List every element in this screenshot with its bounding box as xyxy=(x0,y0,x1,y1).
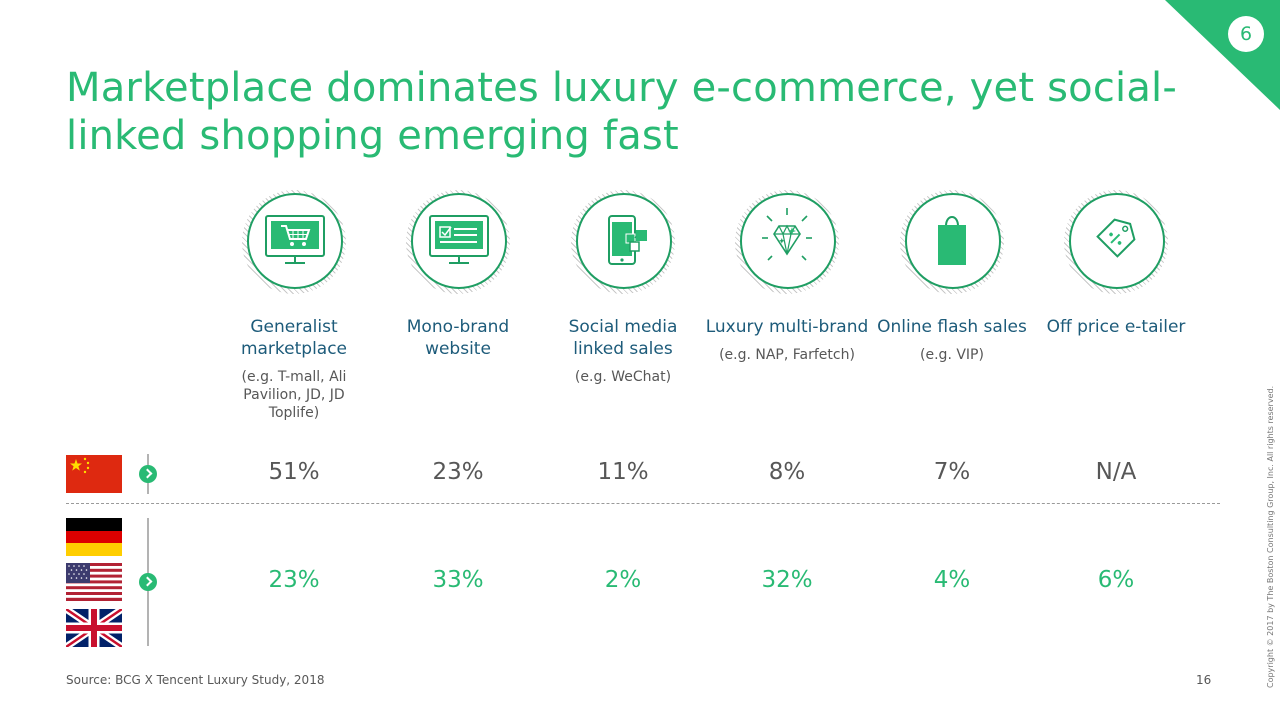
china-share-online-flash-sales: 7% xyxy=(933,459,971,485)
china-share-generalist-marketplace: 51% xyxy=(268,459,320,485)
uk-flag-icon xyxy=(66,609,122,647)
china-share-social-media-linked-sales: 11% xyxy=(597,459,649,485)
section-number-badge: 6 xyxy=(1228,16,1264,52)
channel-example: (e.g. NAP, Farfetch) xyxy=(719,347,855,363)
channel-example: (e.g. T-mall, Ali Pavilion, JD, JD Topli… xyxy=(241,369,347,421)
channel-column-generalist-marketplace: Generalist marketplace (e.g. T-mall, Ali… xyxy=(212,190,376,422)
phone-social-icon xyxy=(564,190,682,294)
western-share-luxury-multi-brand: 32% xyxy=(761,567,813,593)
monitor-checklist-icon xyxy=(399,190,517,294)
channel-example: (e.g. VIP) xyxy=(920,347,984,363)
channel-column-off-price-e-tailer: Off price e-tailer xyxy=(1034,190,1198,346)
channel-name: Generalist marketplace xyxy=(240,317,348,359)
shopping-bag-icon xyxy=(893,190,1011,294)
western-share-social-media-linked-sales: 2% xyxy=(604,567,642,593)
monitor-cart-icon xyxy=(235,190,353,294)
channel-column-online-flash-sales: Online flash sales (e.g. VIP) xyxy=(870,190,1034,364)
chevron-right-icon xyxy=(139,573,157,591)
diamond-icon xyxy=(728,190,846,294)
germany-flag-icon xyxy=(66,518,122,556)
western-share-mono-brand-website: 33% xyxy=(432,567,484,593)
channel-name: Social media linked sales xyxy=(568,317,678,359)
usa-flag-icon xyxy=(66,563,122,601)
western-share-generalist-marketplace: 23% xyxy=(268,567,320,593)
channel-name: Mono-brand website xyxy=(406,317,510,359)
corner-accent xyxy=(1165,0,1280,110)
page-number: 16 xyxy=(1196,673,1212,687)
channel-column-mono-brand-website: Mono-brand website xyxy=(376,190,540,368)
channel-example: (e.g. WeChat) xyxy=(574,369,672,385)
copyright-notice: Copyright © 2017 by The Boston Consultin… xyxy=(1266,385,1275,688)
china-share-luxury-multi-brand: 8% xyxy=(768,459,806,485)
price-tag-icon xyxy=(1057,190,1175,294)
chevron-right-icon xyxy=(139,465,157,483)
western-share-off-price-e-tailer: 6% xyxy=(1097,567,1135,593)
china-share-off-price-e-tailer: N/A xyxy=(1095,459,1137,485)
china-flag-icon xyxy=(66,455,122,493)
china-share-mono-brand-website: 23% xyxy=(432,459,484,485)
channel-name: Off price e-tailer xyxy=(1046,317,1186,337)
western-share-online-flash-sales: 4% xyxy=(933,567,971,593)
dashed-separator xyxy=(66,503,1220,504)
source-note: Source: BCG X Tencent Luxury Study, 2018 xyxy=(66,673,325,687)
channel-name: Online flash sales xyxy=(877,317,1027,337)
channel-column-luxury-multi-brand: Luxury multi-brand (e.g. NAP, Farfetch) xyxy=(705,190,869,364)
channel-column-social-media-linked-sales: Social media linked sales (e.g. WeChat) xyxy=(541,190,705,386)
channel-name: Luxury multi-brand xyxy=(705,317,869,337)
slide-title: Marketplace dominates luxury e-commerce,… xyxy=(66,65,1178,159)
